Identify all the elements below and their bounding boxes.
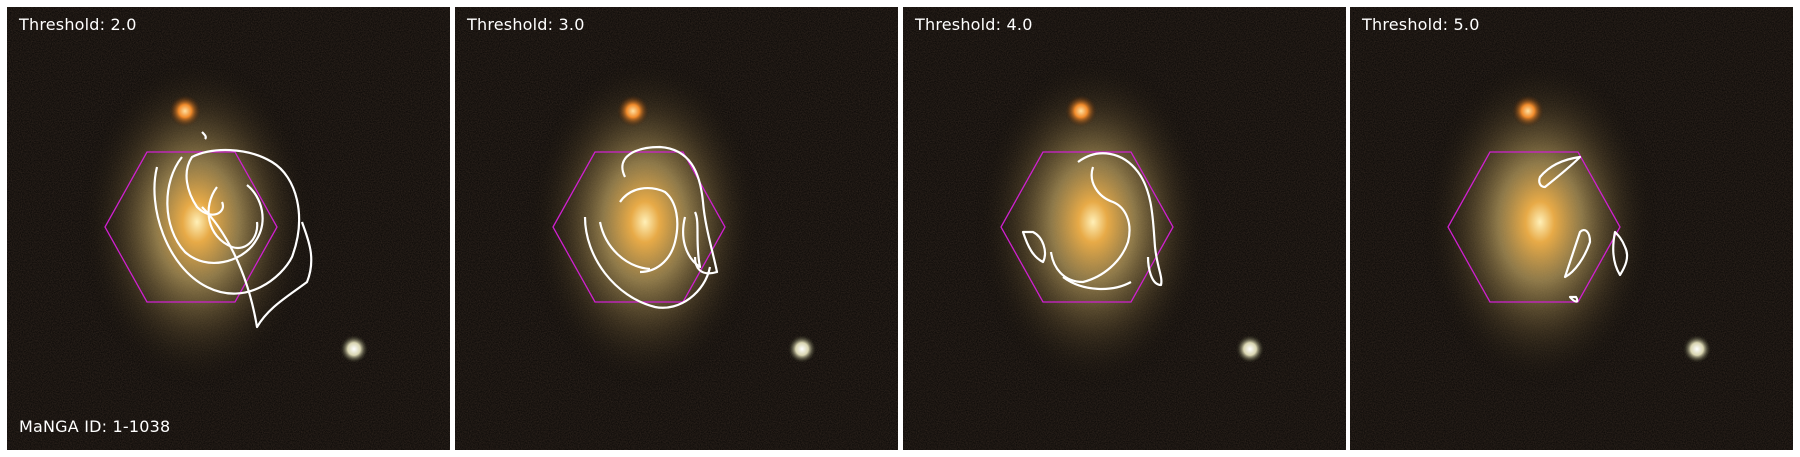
- foreground-star-orange: [617, 95, 649, 127]
- foreground-star-white: [340, 335, 368, 363]
- contour-lines: [583, 145, 719, 309]
- threshold-label: Threshold: 5.0: [1362, 15, 1480, 34]
- foreground-star-orange: [1512, 95, 1544, 127]
- panel-threshold-5: Threshold: 5.0: [1350, 7, 1793, 450]
- panel-threshold-4: Threshold: 4.0: [903, 7, 1346, 450]
- galaxy-image: [1350, 7, 1793, 450]
- ifu-hexagon: [1000, 151, 1174, 303]
- foreground-star-orange: [1065, 95, 1097, 127]
- galaxy-image: [7, 7, 450, 450]
- threshold-label: Threshold: 3.0: [467, 15, 585, 34]
- manga-id-label: MaNGA ID: 1-1038: [19, 417, 171, 436]
- contour-lines: [1538, 155, 1629, 303]
- contour-lines: [1021, 152, 1163, 291]
- foreground-star-white: [1236, 335, 1264, 363]
- threshold-label: Threshold: 2.0: [19, 15, 137, 34]
- galaxy-image: [455, 7, 898, 450]
- foreground-star-white: [1683, 335, 1711, 363]
- foreground-star-orange: [169, 95, 201, 127]
- ifu-hexagon: [1447, 151, 1621, 303]
- threshold-label: Threshold: 4.0: [915, 15, 1033, 34]
- contour-lines: [153, 131, 313, 329]
- galaxy-image: [903, 7, 1346, 450]
- panel-threshold-2: Threshold: 2.0 MaNGA ID: 1-1038: [7, 7, 450, 450]
- ifu-hexagon: [104, 151, 278, 303]
- panel-threshold-3: Threshold: 3.0: [455, 7, 898, 450]
- foreground-star-white: [788, 335, 816, 363]
